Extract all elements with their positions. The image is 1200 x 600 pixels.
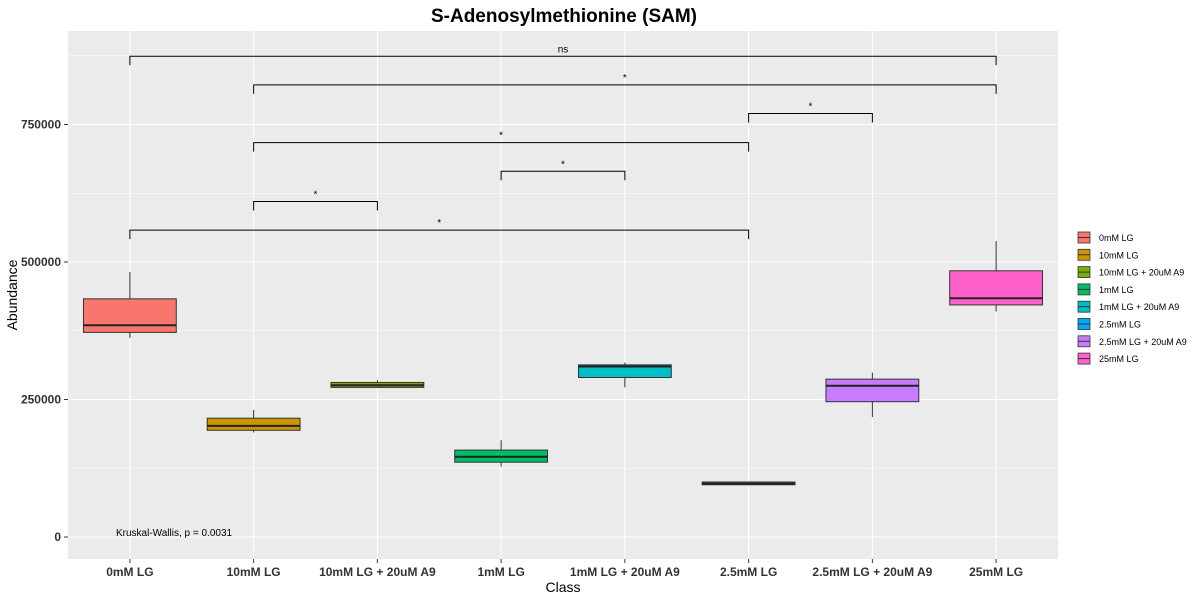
significance-label: * xyxy=(561,159,565,170)
y-tick-label: 0 xyxy=(54,530,61,544)
box-rect xyxy=(949,270,1044,306)
x-tick-label: 2.5mM LG + 20uM A9 xyxy=(812,565,932,579)
plot-panel xyxy=(68,31,1058,559)
legend-item: 2.5mM LG + 20uM A9 xyxy=(1077,335,1187,348)
chart-title: S-Adenosylmethionine (SAM) xyxy=(431,6,697,27)
x-tick-label: 25mM LG xyxy=(969,565,1023,579)
legend-label: 0mM LG xyxy=(1099,233,1134,243)
x-tick-label: 10mM LG + 20uM A9 xyxy=(319,565,436,579)
x-tick-label: 0mM LG xyxy=(106,565,153,579)
significance-label: * xyxy=(623,73,627,84)
significance-bracket xyxy=(253,84,997,94)
legend-label: 10mM LG + 20uM A9 xyxy=(1099,268,1184,278)
legend-label: 1mM LG xyxy=(1099,285,1134,295)
legend-label: 25mM LG xyxy=(1099,354,1139,364)
box-rect xyxy=(825,378,920,403)
significance-bracket xyxy=(748,113,873,123)
y-tick-label: 500000 xyxy=(21,255,61,269)
box-2 xyxy=(330,380,425,388)
box-rect xyxy=(577,364,672,379)
legend-label: 2.5mM LG + 20uM A9 xyxy=(1099,337,1187,347)
x-axis-title: Class xyxy=(545,579,580,595)
legend-item: 0mM LG xyxy=(1077,231,1134,244)
significance-label: * xyxy=(809,102,813,113)
y-axis-title: Abundance xyxy=(4,259,20,330)
boxes xyxy=(82,241,1044,486)
significance-label: ns xyxy=(558,44,569,55)
legend-item: 2.5mM LG xyxy=(1077,318,1141,330)
x-tick-label: 10mM LG xyxy=(227,565,281,579)
significance-bracket xyxy=(253,201,378,211)
legend-item: 25mM LG xyxy=(1077,352,1139,365)
grid-lines xyxy=(68,31,1058,559)
box-rect xyxy=(82,298,177,333)
box-0 xyxy=(82,271,177,338)
box-4 xyxy=(577,362,672,388)
legend-label: 1mM LG + 20uM A9 xyxy=(1099,302,1179,312)
x-tick-label: 1mM LG + 20uM A9 xyxy=(570,565,680,579)
box-7 xyxy=(949,241,1044,312)
box-3 xyxy=(454,440,549,467)
x-axis: 0mM LG 10mM LG 10mM LG + 20uM A9 1mM LG 1mM … xyxy=(106,559,1023,579)
legend-item: 10mM LG xyxy=(1077,248,1139,261)
y-tick-label: 750000 xyxy=(21,118,61,132)
x-tick-label: 2.5mM LG xyxy=(720,565,777,579)
box-1 xyxy=(206,409,301,433)
box-rect xyxy=(206,417,301,431)
legend-label: 10mM LG xyxy=(1099,250,1139,260)
legend-label: 2.5mM LG xyxy=(1099,320,1141,330)
significance-bracket xyxy=(500,170,626,181)
y-tick-label: 250000 xyxy=(21,393,61,407)
significance-label: * xyxy=(314,190,318,201)
legend-item: 1mM LG + 20uM A9 xyxy=(1077,300,1179,313)
x-tick-label: 1mM LG xyxy=(477,565,524,579)
kruskal-wallis-annotation: Kruskal-Wallis, p = 0.0031 xyxy=(116,528,233,539)
significance-label: * xyxy=(499,131,503,142)
legend-item: 1mM LG xyxy=(1077,283,1134,296)
y-axis: 0 250000 500000 750000 xyxy=(21,118,68,544)
significance-label: * xyxy=(437,218,441,229)
significance-bracket xyxy=(129,229,750,240)
legend-item: 10mM LG + 20uM A9 xyxy=(1077,266,1184,279)
significance-brackets: ns * * * * * * xyxy=(129,44,997,240)
box-5 xyxy=(701,481,796,486)
significance-bracket xyxy=(129,55,997,66)
legend: 0mM LG 10mM LG 10mM LG + 20uM A9 1mM LG 1mM … xyxy=(1077,231,1187,365)
significance-bracket xyxy=(253,142,750,152)
box-6 xyxy=(825,372,920,418)
